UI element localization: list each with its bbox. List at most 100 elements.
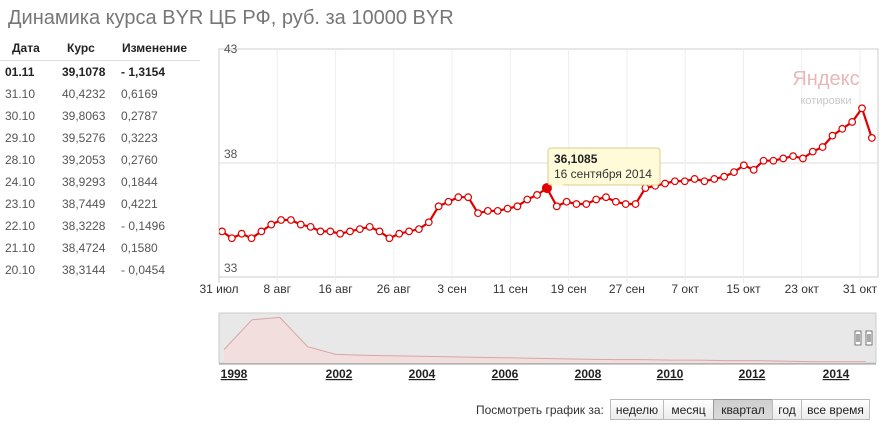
overview-year-label[interactable]: 2010	[657, 367, 684, 381]
period-all-button[interactable]: все время	[801, 399, 870, 420]
overview-year-label[interactable]: 2002	[326, 367, 353, 381]
data-point	[661, 179, 669, 188]
data-point	[385, 234, 394, 243]
row-change: 0,2787	[121, 109, 158, 123]
data-point	[336, 229, 345, 238]
row-change: - 1,3154	[121, 65, 166, 79]
overview-line	[223, 316, 866, 363]
x-tick-label: 26 авг	[377, 282, 412, 296]
range-handle[interactable]	[865, 330, 873, 346]
row-date: 30.10	[5, 109, 36, 123]
data-point	[523, 195, 532, 204]
table-header: Дата Курс Изменение	[0, 38, 200, 61]
x-tick-label: 11 сен	[493, 282, 528, 296]
row-change: 0,3223	[121, 131, 158, 145]
overview-year-label[interactable]: 2004	[409, 367, 436, 381]
data-point	[296, 220, 305, 229]
data-point	[277, 216, 285, 224]
data-point	[749, 165, 758, 174]
data-point	[848, 118, 857, 126]
period-quarter-button[interactable]: квартал	[713, 399, 773, 420]
data-point	[759, 156, 768, 165]
row-change: - 0,0454	[121, 263, 166, 277]
data-point	[227, 234, 236, 243]
table-row: 31.10 40,4232 0,6169	[0, 83, 200, 105]
data-point	[621, 200, 630, 208]
row-change: 0,4221	[121, 197, 158, 211]
row-change: - 0,1496	[121, 219, 166, 233]
data-point	[267, 220, 276, 229]
row-date: 24.10	[5, 175, 36, 189]
data-point	[572, 200, 581, 208]
data-point	[631, 200, 640, 208]
data-point	[838, 124, 847, 133]
data-point	[789, 152, 797, 161]
data-point	[375, 227, 384, 236]
row-date: 20.10	[5, 263, 36, 277]
row-change: 0,1580	[121, 241, 158, 255]
page-title: Динамика курса BYR ЦБ РФ, руб. за 10000 …	[8, 7, 454, 29]
period-week-button[interactable]: неделю	[610, 399, 664, 420]
overview-year-label[interactable]: 2012	[739, 367, 766, 381]
row-rate: 38,4724	[62, 241, 106, 255]
data-point	[671, 177, 679, 186]
overview-year-label[interactable]: 2008	[575, 367, 602, 381]
y-tick-label: 38	[224, 147, 238, 161]
data-point	[219, 227, 226, 236]
row-date: 28.10	[5, 153, 36, 167]
data-point	[474, 209, 482, 218]
row-rate: 39,5276	[62, 131, 106, 145]
overview-year-label[interactable]: 1998	[221, 367, 248, 381]
data-point	[355, 225, 364, 234]
data-point	[434, 202, 443, 211]
row-rate: 38,9293	[62, 175, 106, 189]
table-row: 21.10 38,4724 0,1580	[0, 237, 200, 259]
data-point	[464, 193, 473, 202]
x-tick-label: 3 сен	[437, 282, 466, 296]
tooltip-date: 16 сентября 2014	[554, 167, 652, 181]
data-point	[582, 200, 591, 208]
row-date: 29.10	[5, 131, 36, 145]
x-tick-label: 27 сен	[609, 282, 645, 296]
tooltip-box	[547, 147, 661, 186]
data-point	[257, 227, 266, 236]
data-point	[690, 175, 699, 183]
data-point	[415, 225, 423, 234]
table-row: 23.10 38,7449 0,4221	[0, 193, 200, 215]
table-row: 29.10 39,5276 0,3223	[0, 127, 200, 149]
period-month-button[interactable]: месяц	[663, 399, 714, 420]
data-point	[769, 156, 778, 165]
overview-year-label[interactable]: 2006	[492, 367, 519, 381]
data-point	[405, 227, 413, 236]
highlighted-point	[541, 183, 552, 194]
period-year-button[interactable]: год	[772, 399, 802, 420]
row-rate: 40,4232	[62, 87, 106, 101]
overview-year-label[interactable]: 2014	[823, 367, 850, 381]
data-point	[700, 177, 709, 186]
header-change: Изменение	[122, 41, 188, 55]
range-handle[interactable]	[854, 330, 862, 346]
x-tick-label: 19 сен	[551, 282, 587, 296]
data-point	[562, 197, 571, 206]
data-point	[444, 197, 453, 206]
row-rate: 39,2053	[62, 153, 106, 167]
data-point	[828, 131, 837, 140]
data-point	[602, 193, 610, 202]
data-point	[710, 175, 719, 183]
data-point	[306, 222, 315, 231]
row-date: 23.10	[5, 197, 36, 211]
period-label: Посмотреть график за:	[476, 403, 604, 417]
data-point	[483, 206, 492, 215]
header-date: Дата	[12, 41, 40, 55]
table-row: 01.11 39,1078 - 1,3154	[0, 61, 200, 83]
rates-table: Дата Курс Изменение 01.11 39,1078 - 1,31…	[0, 38, 200, 281]
data-point	[365, 222, 374, 231]
table-row: 30.10 39,8063 0,2787	[0, 105, 200, 127]
data-point	[858, 104, 866, 113]
data-point	[799, 154, 807, 163]
data-point	[424, 218, 433, 227]
y-tick-label: 43	[224, 42, 238, 56]
data-point	[287, 216, 295, 224]
watermark-subtitle: котировки	[800, 95, 851, 107]
